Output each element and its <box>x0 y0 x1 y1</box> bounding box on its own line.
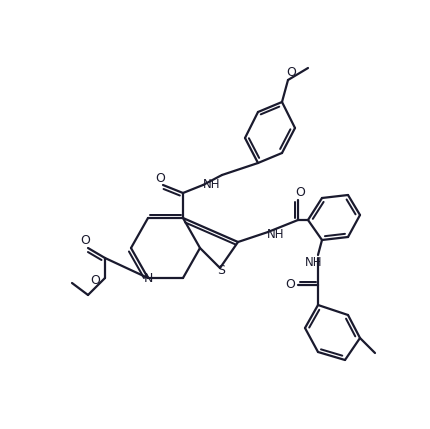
Text: O: O <box>285 278 295 291</box>
Text: O: O <box>286 66 296 79</box>
Text: O: O <box>90 274 100 287</box>
Text: O: O <box>80 233 90 247</box>
Text: NH: NH <box>305 257 323 269</box>
Text: NH: NH <box>267 227 285 241</box>
Text: NH: NH <box>203 178 221 191</box>
Text: O: O <box>155 172 165 184</box>
Text: S: S <box>217 265 225 278</box>
Text: N: N <box>143 272 153 284</box>
Text: O: O <box>295 185 305 199</box>
